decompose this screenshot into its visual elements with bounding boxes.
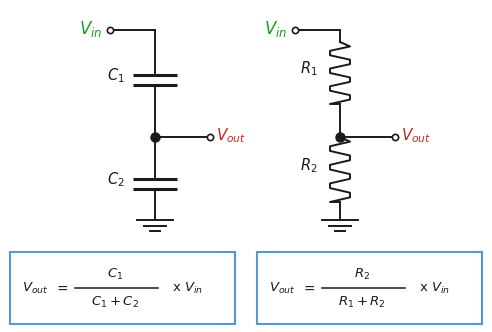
Text: $C_2$: $C_2$ <box>107 171 125 189</box>
Text: $=$: $=$ <box>54 281 69 295</box>
Bar <box>10 252 235 324</box>
Bar <box>257 252 482 324</box>
Text: $V_{out}$: $V_{out}$ <box>401 126 431 145</box>
Text: $C_1 + C_2$: $C_1 + C_2$ <box>91 294 139 309</box>
Text: $\mathregular{x}\ V_{in}$: $\mathregular{x}\ V_{in}$ <box>172 281 203 295</box>
Text: $R_2$: $R_2$ <box>301 156 318 175</box>
Text: $C_1$: $C_1$ <box>107 67 125 85</box>
Text: $V_{in}$: $V_{in}$ <box>79 19 102 39</box>
Text: $V_{in}$: $V_{in}$ <box>264 19 287 39</box>
Text: $V_{out}$: $V_{out}$ <box>269 281 296 295</box>
Text: $C_1$: $C_1$ <box>107 267 123 282</box>
Text: $R_2$: $R_2$ <box>354 267 370 282</box>
Text: $V_{out}$: $V_{out}$ <box>22 281 49 295</box>
Text: $V_{out}$: $V_{out}$ <box>216 126 246 145</box>
Text: $R_1$: $R_1$ <box>300 60 318 78</box>
Text: $\mathregular{x}\ V_{in}$: $\mathregular{x}\ V_{in}$ <box>419 281 450 295</box>
Text: $R_1 + R_2$: $R_1 + R_2$ <box>338 294 386 309</box>
Text: $=$: $=$ <box>301 281 316 295</box>
